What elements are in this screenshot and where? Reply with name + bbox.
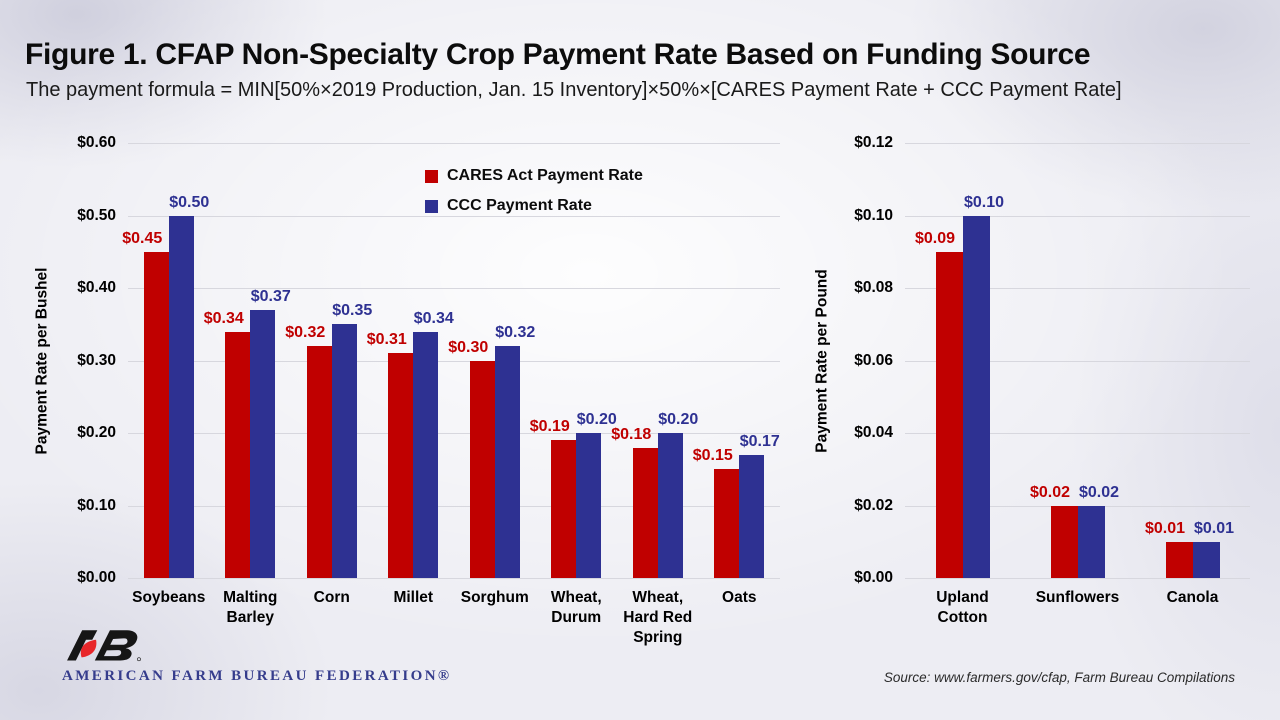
y-axis-tick-label: $0.04 [854, 424, 893, 441]
value-label-ccc-millet: $0.34 [413, 309, 454, 327]
bar-cares-wheat-durum [551, 440, 577, 578]
bar-ccc-soybeans [168, 215, 194, 578]
value-label-ccc-wheat-hard-red-spring: $0.20 [658, 411, 699, 428]
y-axis-tick-label: $0.12 [854, 134, 893, 151]
bar-ccc-upland-cotton [962, 215, 990, 578]
value-label-cares-upland-cotton: $0.09 [914, 229, 956, 247]
x-axis-label-millet: Millet [393, 589, 434, 606]
bar-ccc-corn [331, 324, 357, 578]
y-axis-tick-label: $0.00 [77, 569, 116, 586]
gridline [905, 433, 1250, 434]
value-label-ccc-canola: $0.01 [1193, 519, 1235, 537]
gridline [905, 215, 1250, 217]
bar-ccc-sunflowers [1077, 505, 1105, 578]
value-label-cares-sunflowers: $0.02 [1029, 483, 1071, 501]
value-label-cares-malting-barley: $0.34 [203, 309, 244, 327]
figure-subtitle: The payment formula = MIN[50%×2019 Produ… [26, 79, 1122, 101]
x-axis-label-canola: Canola [1166, 589, 1219, 606]
y-axis-tick-label: $0.60 [77, 134, 116, 151]
gridline [128, 288, 780, 289]
afbf-wordmark: AMERICAN FARM BUREAU FEDERATION® [62, 668, 452, 684]
gridline [128, 360, 780, 362]
y-axis-tick-label: $0.10 [77, 496, 116, 514]
bar-cares-malting-barley [225, 331, 251, 578]
bar-cares-wheat-hard-red-spring [632, 447, 658, 578]
gridline [128, 433, 780, 434]
value-label-cares-soybeans: $0.45 [122, 229, 163, 247]
value-label-cares-canola: $0.01 [1144, 519, 1186, 537]
bar-ccc-wheat-hard-red-spring [657, 433, 683, 578]
gridline [128, 505, 780, 507]
gridline [905, 360, 1250, 362]
figure-title: Figure 1. CFAP Non-Specialty Crop Paymen… [25, 38, 1091, 71]
x-axis-label-sunflowers: Sunflowers [1035, 589, 1120, 606]
gridline [128, 143, 780, 144]
bar-cares-sorghum [469, 360, 495, 578]
y-axis-tick-label: $0.30 [77, 351, 116, 369]
bar-cares-corn [306, 346, 332, 578]
chart-per-bushel: $0.00 $0.10 $0.20 $0.30 $0.40 $0.50 $0.60 Payme… [20, 134, 790, 690]
y-axis-tick-label: $0.50 [77, 206, 116, 224]
y-axis-tick-label: $0.40 [77, 279, 116, 296]
cares-swatch-icon [425, 169, 438, 183]
legend-label-ccc: CCC Payment Rate [447, 197, 592, 214]
legend-item-cares: CARES Act Payment Rate [425, 161, 643, 191]
y-axis-tick-label: $0.00 [854, 569, 893, 586]
value-label-cares-sorghum: $0.30 [448, 338, 489, 356]
bar-cares-oats [714, 469, 740, 578]
value-label-cares-corn: $0.32 [285, 324, 326, 341]
gridline [128, 215, 780, 217]
y-axis-title: Payment Rate per Pound [813, 268, 830, 453]
x-axis-label-corn: Corn [313, 589, 350, 606]
value-label-ccc-upland-cotton: $0.10 [963, 193, 1005, 211]
gridline [128, 578, 780, 579]
bar-ccc-malting-barley [250, 309, 276, 578]
x-axis-label-upland-cotton: Upland Cotton [936, 589, 989, 626]
value-label-ccc-soybeans: $0.50 [169, 193, 210, 211]
bar-cares-millet [388, 353, 414, 578]
bar-ccc-wheat-durum [576, 433, 602, 578]
x-axis-label-wheat-durum: Wheat, Durum [550, 589, 602, 626]
bar-ccc-sorghum [494, 346, 520, 578]
y-axis-tick-label: $0.20 [77, 424, 116, 441]
bar-cares-sunflowers [1050, 505, 1078, 578]
chart-per-pound: $0.00 $0.02 $0.04 $0.06 $0.08 $0.10 $0.12 Payme… [800, 134, 1260, 690]
value-label-ccc-sorghum: $0.32 [495, 324, 536, 341]
bar-ccc-canola [1192, 541, 1220, 578]
x-axis-label-oats: Oats [722, 589, 757, 606]
value-label-ccc-corn: $0.35 [332, 302, 373, 320]
value-label-ccc-wheat-durum: $0.20 [576, 411, 617, 428]
value-label-ccc-sunflowers: $0.02 [1078, 483, 1120, 501]
x-axis-label-soybeans: Soybeans [132, 589, 206, 606]
y-axis-tick-label: $0.10 [854, 206, 893, 224]
value-label-ccc-oats: $0.17 [739, 432, 780, 450]
x-axis-label-wheat-hard-red-spring: Wheat, Hard Red Spring [623, 589, 693, 646]
afbf-logo-icon [67, 630, 141, 662]
x-axis-label-malting-barley: Malting Barley [223, 589, 278, 626]
gridline [905, 143, 1250, 144]
source-note: Source: www.farmers.gov/cfap, Farm Burea… [883, 670, 1235, 685]
legend: CARES Act Payment Rate CCC Payment Rate [425, 161, 643, 221]
bar-ccc-oats [739, 454, 765, 578]
value-label-cares-millet: $0.31 [366, 331, 407, 349]
y-axis-tick-label: $0.06 [854, 351, 893, 369]
gridline [905, 578, 1250, 579]
ccc-swatch-icon [425, 199, 438, 213]
gridline [905, 288, 1250, 289]
y-axis-tick-label: $0.02 [854, 496, 893, 514]
bar-cares-canola [1165, 541, 1193, 578]
y-axis-title: Payment Rate per Bushel [33, 267, 50, 454]
bar-ccc-millet [413, 331, 439, 578]
bar-cares-soybeans [143, 251, 169, 578]
x-axis-label-sorghum: Sorghum [460, 589, 529, 606]
y-axis-tick-label: $0.08 [854, 279, 893, 296]
legend-label-cares: CARES Act Payment Rate [447, 167, 643, 184]
value-label-cares-wheat-hard-red-spring: $0.18 [611, 425, 652, 443]
bar-cares-upland-cotton [935, 251, 963, 578]
value-label-ccc-malting-barley: $0.37 [250, 287, 291, 305]
legend-item-ccc: CCC Payment Rate [425, 191, 643, 221]
value-label-cares-oats: $0.15 [692, 447, 733, 465]
value-label-cares-wheat-durum: $0.19 [529, 418, 570, 436]
